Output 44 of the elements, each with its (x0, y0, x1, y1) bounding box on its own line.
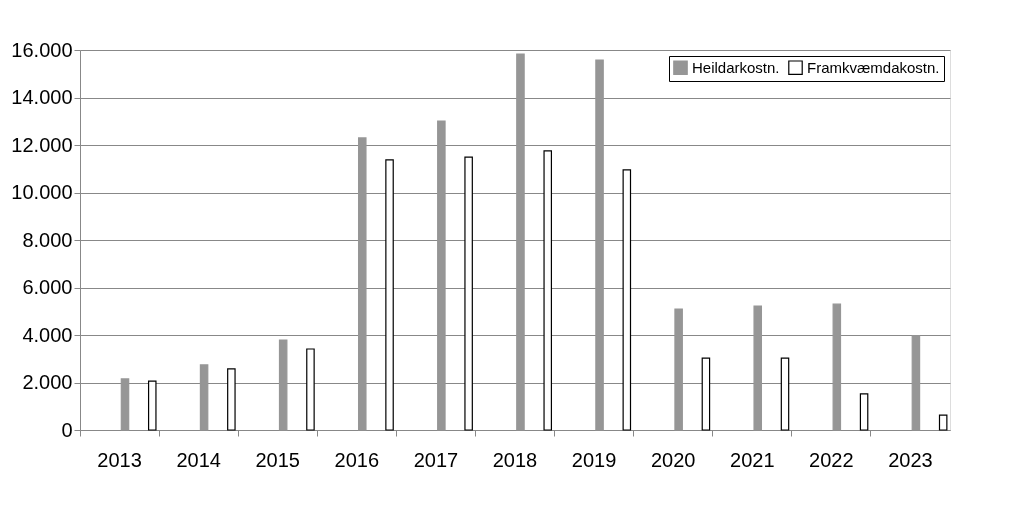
y-tick-label: 16.000 (11, 38, 73, 61)
bar (780, 357, 790, 431)
x-tick-label: 2022 (809, 448, 854, 471)
bar (306, 348, 315, 431)
bar (437, 120, 446, 431)
bar (278, 339, 288, 431)
x-tick-label: 2019 (571, 448, 617, 471)
y-tick-label: 10.000 (11, 181, 73, 203)
y-tick-label: 12.000 (11, 133, 73, 156)
y-tick-label: 2.000 (22, 371, 73, 393)
x-tick-label: 2015 (255, 448, 300, 471)
x-tick-label: 2017 (413, 448, 459, 471)
y-tick-label: 0 (61, 418, 73, 441)
bar (227, 368, 236, 431)
bar (357, 137, 367, 431)
bar (516, 53, 525, 431)
bar (911, 335, 921, 431)
bar (832, 303, 842, 431)
x-tick-label: 2013 (97, 448, 142, 471)
bar (622, 169, 632, 431)
x-tick-label: 2016 (334, 448, 380, 471)
bar (701, 357, 711, 431)
legend-label: Heildarkostn. (692, 58, 780, 76)
x-tick-label: 2023 (888, 448, 933, 471)
bar (595, 59, 604, 431)
bar (859, 393, 869, 431)
bar (147, 380, 157, 431)
bar (753, 305, 763, 431)
y-tick-label: 14.000 (11, 86, 73, 108)
bar (464, 156, 473, 431)
bar (385, 159, 394, 431)
y-tick-label: 6.000 (22, 276, 73, 298)
y-tick-label: 8.000 (22, 228, 73, 251)
x-tick-label: 2021 (730, 448, 775, 471)
x-tick-label: 2014 (176, 448, 221, 471)
x-tick-label: 2020 (650, 448, 696, 471)
bar (199, 364, 209, 431)
y-tick-label: 4.000 (22, 323, 73, 346)
bar (938, 414, 948, 431)
bar (543, 150, 553, 431)
bar (674, 308, 683, 431)
bar (120, 378, 130, 431)
legend-label: Framkvæmdakostn. (807, 58, 940, 76)
x-tick-label: 2018 (492, 448, 538, 471)
